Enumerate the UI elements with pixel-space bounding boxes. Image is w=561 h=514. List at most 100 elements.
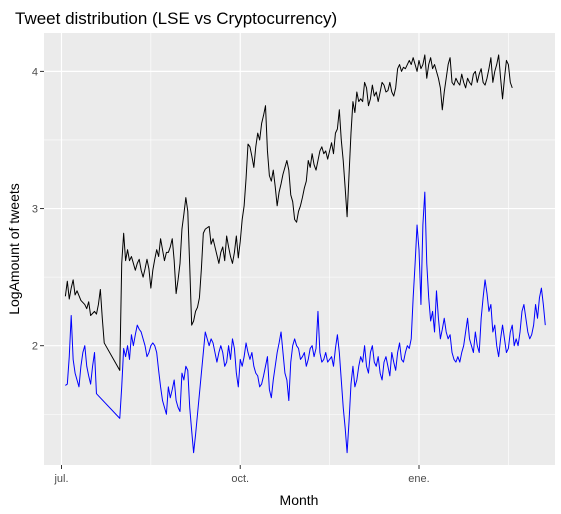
- data-point: [273, 379, 274, 380]
- data-point: [294, 219, 295, 220]
- data-point: [512, 325, 513, 326]
- data-point: [372, 345, 373, 346]
- data-point: [205, 229, 206, 230]
- data-point: [539, 297, 540, 298]
- data-point: [73, 359, 74, 360]
- data-point: [187, 211, 188, 212]
- data-point: [496, 64, 497, 65]
- data-point: [438, 318, 439, 319]
- data-point: [428, 64, 429, 65]
- data-point: [411, 64, 412, 65]
- data-point: [288, 400, 289, 401]
- data-point: [424, 54, 425, 55]
- data-point: [75, 294, 76, 295]
- data-point: [453, 359, 454, 360]
- data-point: [290, 194, 291, 195]
- data-point: [488, 68, 489, 69]
- data-point: [521, 311, 522, 312]
- data-point: [263, 115, 264, 116]
- data-point: [502, 98, 503, 99]
- data-point: [224, 260, 225, 261]
- data-point: [498, 356, 499, 357]
- data-point: [409, 348, 410, 349]
- data-point: [100, 289, 101, 290]
- data-point: [213, 238, 214, 239]
- data-point: [73, 279, 74, 280]
- data-point: [244, 356, 245, 357]
- data-point: [420, 304, 421, 305]
- data-point: [230, 256, 231, 257]
- data-point: [162, 249, 163, 250]
- data-point: [327, 362, 328, 363]
- data-point: [510, 331, 511, 332]
- data-point: [516, 338, 517, 339]
- data-point: [545, 325, 546, 326]
- data-point: [370, 98, 371, 99]
- data-point: [86, 308, 87, 309]
- data-point: [166, 414, 167, 415]
- data-point: [407, 64, 408, 65]
- data-point: [452, 82, 453, 83]
- data-point: [323, 359, 324, 360]
- data-point: [181, 229, 182, 230]
- data-point: [145, 268, 146, 269]
- data-point: [417, 71, 418, 72]
- x-tick-label: ene.: [408, 473, 429, 485]
- major-gridlines: [44, 33, 555, 465]
- data-point: [259, 386, 260, 387]
- data-point: [242, 219, 243, 220]
- data-point: [123, 348, 124, 349]
- data-point: [180, 263, 181, 264]
- data-point: [341, 379, 342, 380]
- data-point: [496, 345, 497, 346]
- data-point: [65, 296, 66, 297]
- data-point: [347, 216, 348, 217]
- data-point: [300, 359, 301, 360]
- data-point: [156, 249, 157, 250]
- x-axis-title: Month: [280, 492, 319, 508]
- data-point: [483, 82, 484, 83]
- data-point: [240, 359, 241, 360]
- data-point: [354, 112, 355, 113]
- data-point: [84, 345, 85, 346]
- data-point: [253, 366, 254, 367]
- data-point: [492, 82, 493, 83]
- data-point: [321, 362, 322, 363]
- data-point: [121, 386, 122, 387]
- data-point: [125, 260, 126, 261]
- data-point: [475, 331, 476, 332]
- data-point: [354, 386, 355, 387]
- data-point: [244, 205, 245, 206]
- data-point: [401, 359, 402, 360]
- data-point: [306, 181, 307, 182]
- series-line: [65, 191, 546, 454]
- data-point: [446, 331, 447, 332]
- data-point: [389, 375, 390, 376]
- data-point: [82, 352, 83, 353]
- data-point: [146, 356, 147, 357]
- data-point: [96, 314, 97, 315]
- data-point: [465, 87, 466, 88]
- series-layer: [64, 54, 546, 454]
- data-point: [331, 356, 332, 357]
- data-point: [473, 352, 474, 353]
- data-point: [176, 400, 177, 401]
- data-point: [69, 299, 70, 300]
- data-point: [314, 164, 315, 165]
- data-point: [475, 71, 476, 72]
- data-point: [448, 338, 449, 339]
- data-point: [90, 315, 91, 316]
- data-point: [300, 205, 301, 206]
- data-point: [141, 331, 142, 332]
- data-point: [257, 375, 258, 376]
- data-point: [380, 91, 381, 92]
- data-point: [407, 345, 408, 346]
- data-point: [246, 342, 247, 343]
- data-point: [119, 418, 120, 419]
- data-point: [275, 186, 276, 187]
- data-point: [137, 325, 138, 326]
- data-point: [393, 362, 394, 363]
- data-point: [312, 345, 313, 346]
- data-point: [216, 362, 217, 363]
